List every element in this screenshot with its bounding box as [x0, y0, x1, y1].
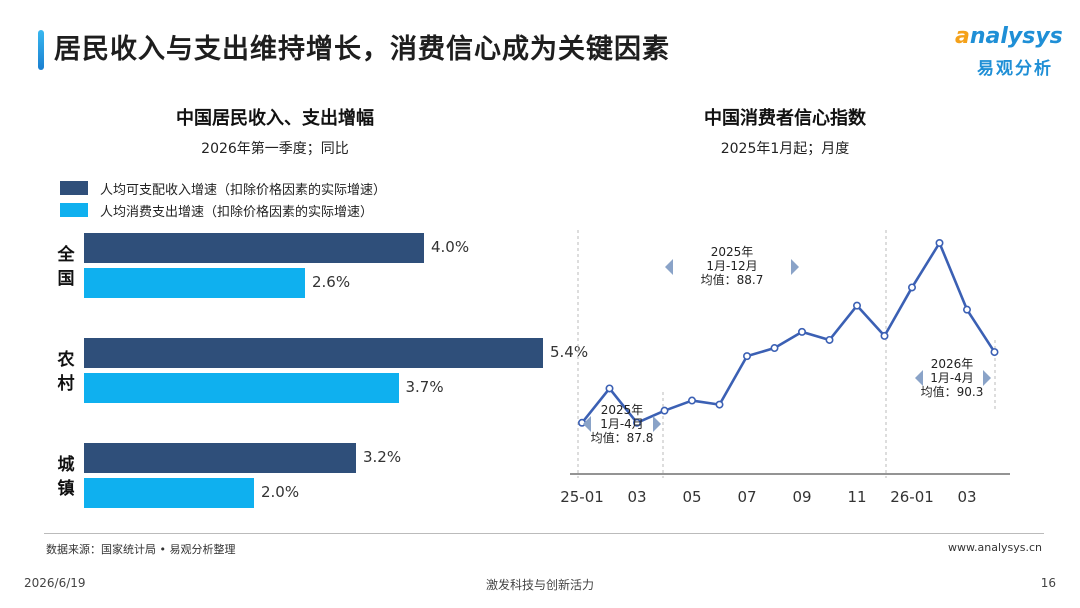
region-label-char: 国: [57, 269, 75, 289]
bar-income: [84, 338, 543, 368]
data-point: [715, 400, 724, 409]
data-point: [825, 335, 834, 344]
annotation-text: 均值：90.3: [921, 384, 984, 399]
region-label-char: 农: [57, 350, 75, 370]
data-point: [797, 327, 806, 336]
logo-english: analysys: [955, 24, 1063, 49]
bar-value-label: 5.4%: [550, 343, 589, 361]
data-point: [687, 396, 696, 405]
annotation-text: 1月-4月: [600, 417, 644, 431]
bar-income: [84, 443, 356, 473]
footer-slogan: 激发科技与创新活力: [485, 578, 594, 592]
data-point: [742, 352, 751, 361]
bar-value-label: 3.2%: [363, 448, 402, 466]
x-tick-label: 25-01: [560, 488, 604, 506]
data-point: [577, 418, 586, 427]
legend-label-income: 人均可支配收入增速（扣除价格因素的实际增速）: [100, 182, 387, 198]
legend-item-spend: 人均消费支出增速（扣除价格因素的实际增速）: [60, 199, 386, 221]
legend-label-spend: 人均消费支出增速（扣除价格因素的实际增速）: [100, 204, 374, 220]
right-chart-title: 中国消费者信心指数: [704, 108, 866, 129]
data-point: [852, 301, 861, 310]
region-label-char: 城: [57, 455, 75, 475]
region-label: 农村: [56, 348, 76, 396]
annotation-text: 均值：88.7: [701, 272, 764, 287]
legend-swatch-income: [60, 181, 88, 195]
right-chart-subtitle: 2025年1月起；月度: [720, 141, 850, 157]
page-title: 居民收入与支出维持增长，消费信心成为关键因素: [54, 34, 670, 65]
data-point: [632, 418, 641, 427]
region-label: 全国: [56, 243, 76, 291]
x-tick-label: 07: [737, 488, 756, 506]
bar-income: [84, 233, 424, 263]
x-tick-label: 03: [957, 488, 976, 506]
title-accent-bar: [38, 30, 44, 70]
confidence-series-line: [580, 241, 996, 425]
arrow-right-icon: [983, 370, 991, 386]
bar-spend: [84, 268, 305, 298]
arrow-left-icon: [665, 259, 673, 275]
bar-value-label: 2.0%: [261, 483, 300, 501]
region-label-char: 村: [57, 374, 75, 394]
annotation-text: 1月-12月: [706, 259, 757, 273]
logo-chinese: 易观分析: [977, 59, 1053, 79]
arrow-right-icon: [791, 259, 799, 275]
bar-spend: [84, 478, 254, 508]
x-tick-label: 05: [682, 488, 701, 506]
page-number: 16: [1040, 576, 1056, 590]
left-chart-subtitle: 2026年第一季度；同比: [201, 141, 349, 157]
bar-value-label: 3.7%: [405, 378, 444, 396]
region-label-char: 镇: [57, 479, 75, 499]
arrow-right-icon: [653, 416, 661, 432]
analysys-logo: analysys 易观分析: [955, 24, 1065, 80]
arrow-left-icon: [583, 416, 591, 432]
annotation-text: 2025年: [601, 403, 644, 417]
region-label: 城镇: [56, 453, 76, 501]
annotation-text: 2025年: [711, 245, 754, 259]
left-chart-legend: 人均可支配收入增速（扣除价格因素的实际增速） 人均消费支出增速（扣除价格因素的实…: [60, 177, 386, 221]
data-point: [907, 283, 916, 292]
x-tick-label: 11: [847, 488, 866, 506]
bar-value-label: 2.6%: [312, 273, 351, 291]
data-point: [605, 384, 614, 393]
x-tick-label: 26-01: [890, 488, 934, 506]
annotation-text: 1月-4月: [930, 371, 974, 385]
data-point: [962, 305, 971, 314]
annotation-text: 2026年: [931, 357, 974, 371]
bar-spend: [84, 373, 399, 403]
data-point: [660, 406, 669, 415]
annotation-text: 均值：87.8: [591, 430, 654, 445]
footer-divider: [44, 533, 1044, 534]
data-point: [990, 348, 999, 357]
x-tick-label: 09: [792, 488, 811, 506]
website-link[interactable]: www.analysys.cn: [948, 541, 1042, 554]
footer-date: 2026/6/19: [24, 576, 86, 590]
data-point: [880, 331, 889, 340]
data-source: 数据来源：国家统计局 • 易观分析整理: [46, 543, 236, 556]
legend-item-income: 人均可支配收入增速（扣除价格因素的实际增速）: [60, 177, 386, 199]
data-point: [935, 239, 944, 248]
arrow-left-icon: [915, 370, 923, 386]
left-chart-title: 中国居民收入、支出增幅: [176, 108, 374, 129]
legend-swatch-spend: [60, 203, 88, 217]
region-label-char: 全: [57, 245, 75, 265]
bar-value-label: 4.0%: [431, 238, 470, 256]
x-tick-label: 03: [627, 488, 646, 506]
data-point: [770, 344, 779, 353]
